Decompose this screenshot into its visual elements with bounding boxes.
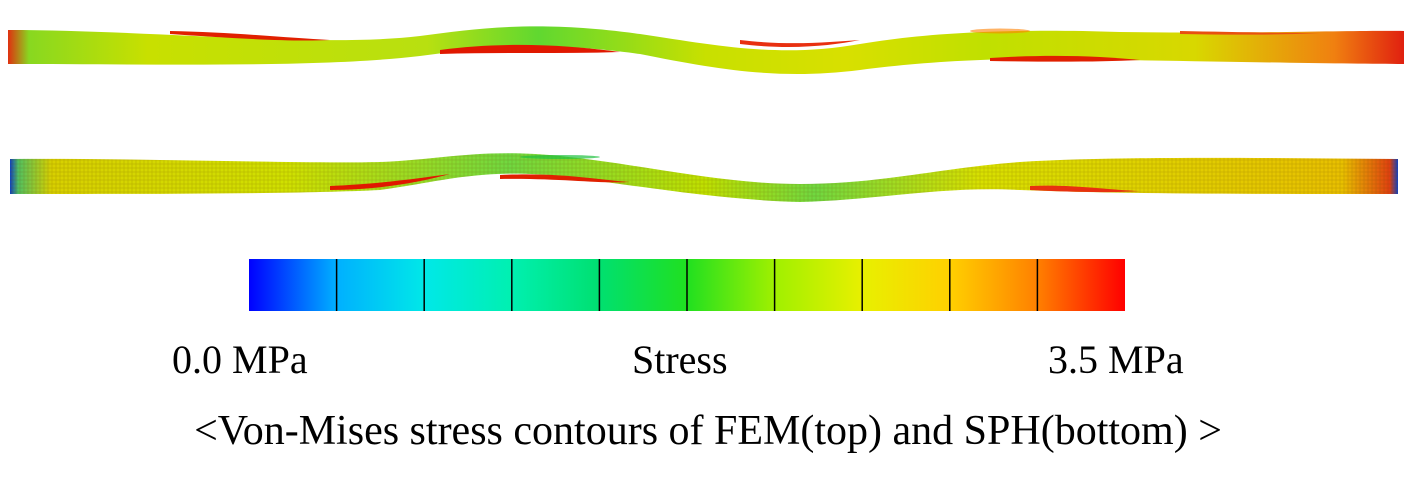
colorbar-dividers [335,259,1039,311]
colorbar-min-label: 0.0 MPa [172,337,308,382]
colorbar-max-label: 3.5 MPa [1048,337,1184,382]
sph-stress-spot [520,155,600,159]
sph-stress-band [330,174,450,190]
fem-stress-band [1180,31,1320,35]
sph-stress-band [1030,185,1140,193]
fem-stress-band [740,40,860,47]
sph-beam-grid [10,153,1398,202]
fem-beam-body [8,26,1404,75]
fem-stress-band [990,55,1140,62]
colorbar [249,259,1125,311]
fem-stress-spot [970,28,1030,34]
colorbar-title: Stress [632,337,728,382]
figure-caption: <Von-Mises stress contours of FEM(top) a… [194,408,1222,454]
fem-beam [8,26,1404,75]
sph-beam [10,153,1398,202]
fem-stress-band [440,44,620,54]
fem-stress-band [170,31,330,41]
sph-stress-band [500,174,630,183]
